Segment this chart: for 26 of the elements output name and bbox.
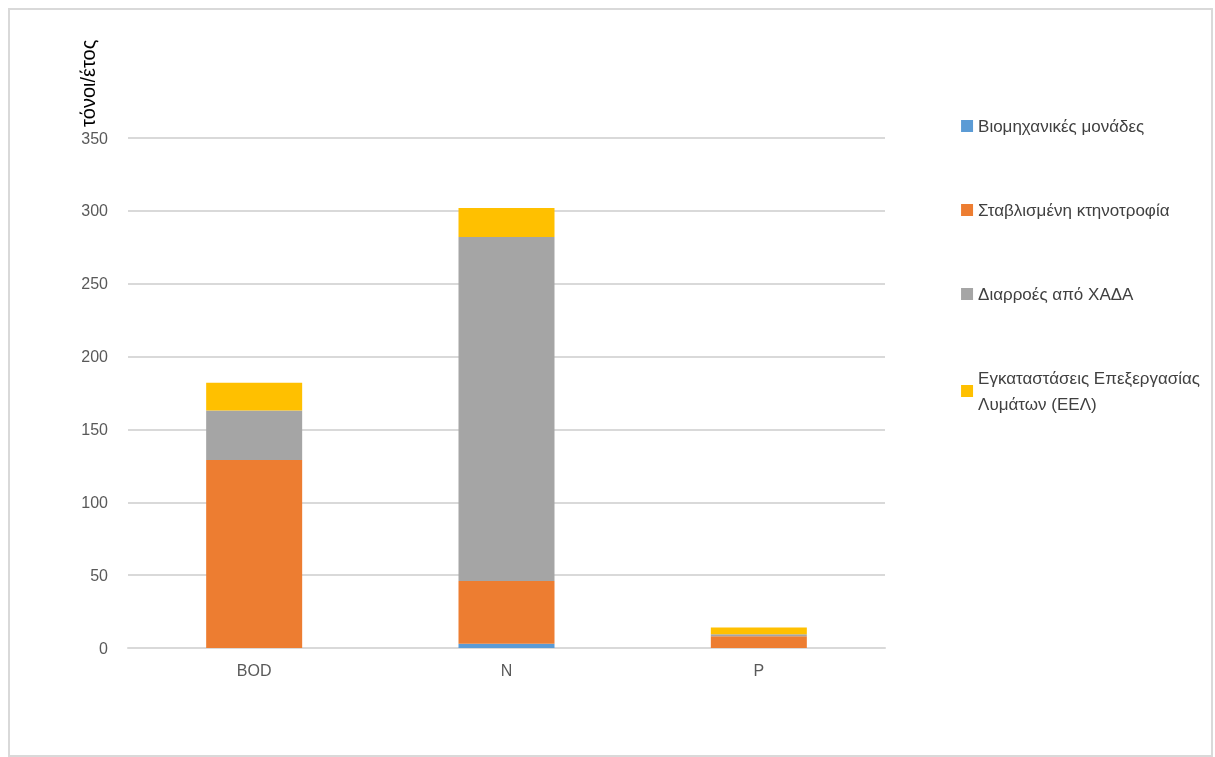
bar bbox=[710, 627, 807, 635]
y-tick-label: 250 bbox=[81, 275, 109, 293]
bar bbox=[710, 636, 807, 648]
legend-label: Σταβλισμένη κτηνοτροφία bbox=[978, 200, 1170, 220]
y-tick-label: 150 bbox=[81, 420, 109, 438]
y-tick-label: 350 bbox=[81, 129, 109, 147]
bar bbox=[206, 460, 303, 648]
bar bbox=[206, 382, 303, 411]
bar bbox=[458, 207, 555, 238]
y-tick-label: 50 bbox=[90, 566, 109, 584]
bar bbox=[458, 580, 555, 644]
bar bbox=[458, 643, 555, 648]
legend-label: Βιομηχανικές μονάδες bbox=[978, 116, 1145, 136]
x-tick-label: N bbox=[500, 661, 513, 679]
x-tick-label: P bbox=[753, 661, 765, 679]
y-tick-label: 200 bbox=[81, 348, 109, 366]
legend-label: Διαρροές από ΧΑΔΑ bbox=[978, 284, 1135, 304]
y-axis-title: τόνοι/έτος bbox=[77, 39, 99, 128]
y-tick-label: 300 bbox=[81, 202, 109, 220]
bar bbox=[710, 634, 807, 637]
bar bbox=[206, 410, 303, 461]
legend-label: Εγκαταστάσεις Επεξεργασίας Λυμάτων (ΕΕΛ) bbox=[978, 368, 1201, 414]
y-tick-label: 0 bbox=[99, 639, 109, 657]
bar bbox=[458, 237, 555, 581]
y-tick-label: 100 bbox=[81, 493, 109, 511]
x-tick-label: BOD bbox=[236, 661, 272, 679]
